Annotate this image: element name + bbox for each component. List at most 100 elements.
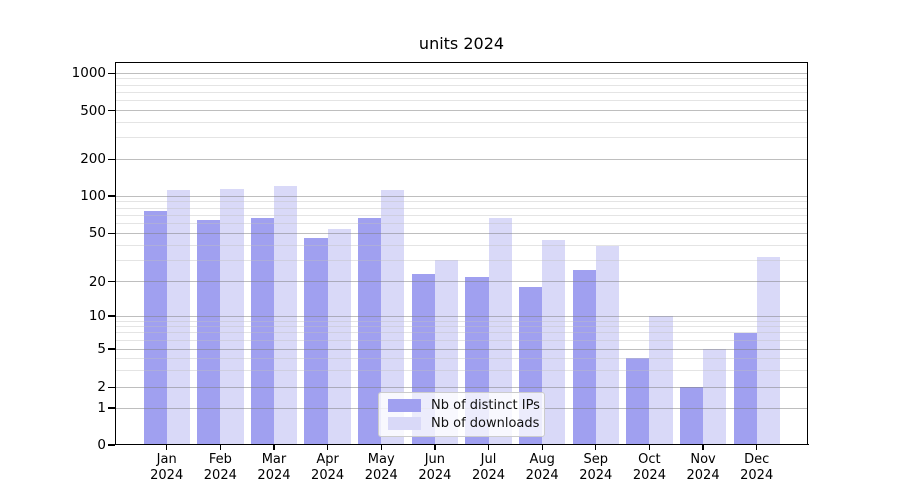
x-tick bbox=[166, 445, 168, 450]
bar-distinct-ips bbox=[733, 332, 757, 445]
x-tick bbox=[756, 445, 758, 450]
bar-distinct-ips bbox=[197, 220, 221, 445]
x-tick-label: Mar 2024 bbox=[257, 452, 291, 483]
y-gridline-minor bbox=[116, 122, 807, 124]
bar-distinct-ips bbox=[304, 237, 328, 445]
y-gridline-minor bbox=[116, 339, 807, 341]
x-tick-label: Oct 2024 bbox=[632, 452, 666, 483]
y-tick-label: 1 bbox=[97, 400, 106, 416]
y-tick bbox=[108, 348, 115, 350]
legend-swatch-downloads bbox=[388, 417, 421, 431]
bar-downloads bbox=[649, 316, 673, 445]
y-tick-label: 2 bbox=[97, 379, 106, 396]
y-tick-label: 0 bbox=[97, 437, 106, 453]
y-gridline-major bbox=[116, 232, 807, 234]
x-tick-label: Jul 2024 bbox=[471, 452, 506, 483]
x-tick-label: May 2024 bbox=[364, 452, 398, 483]
y-gridline-minor bbox=[116, 222, 807, 224]
y-gridline-minor bbox=[116, 100, 807, 102]
y-tick bbox=[108, 195, 115, 197]
x-tick bbox=[648, 445, 651, 450]
bar-distinct-ips bbox=[250, 218, 274, 445]
x-tick-label: Aug 2024 bbox=[525, 452, 559, 483]
y-gridline-minor bbox=[116, 214, 807, 216]
y-tick bbox=[108, 281, 115, 283]
bar-downloads bbox=[381, 189, 405, 445]
y-gridline-minor bbox=[116, 137, 807, 139]
y-gridline-minor bbox=[116, 320, 807, 322]
x-tick bbox=[273, 445, 275, 450]
bar-distinct-ips bbox=[626, 358, 650, 445]
y-gridline-minor bbox=[116, 369, 807, 371]
y-gridline-major bbox=[116, 110, 807, 112]
y-gridline-minor bbox=[116, 244, 807, 246]
y-tick-label: 10 bbox=[88, 308, 106, 324]
y-gridline-major bbox=[116, 348, 807, 350]
bar-distinct-ips bbox=[358, 218, 382, 445]
bar-downloads bbox=[595, 246, 619, 445]
y-tick bbox=[108, 232, 115, 234]
bar-downloads bbox=[703, 349, 727, 445]
legend: Nb of distinct IPs Nb of downloads bbox=[378, 392, 545, 437]
legend-row-downloads: Nb of downloads bbox=[388, 416, 539, 431]
y-gridline-minor bbox=[116, 78, 807, 80]
bar-distinct-ips bbox=[143, 211, 167, 445]
y-tick-label: 200 bbox=[80, 151, 106, 168]
y-gridline-minor bbox=[116, 326, 807, 328]
x-tick bbox=[702, 445, 704, 450]
x-tick-label: Sep 2024 bbox=[579, 452, 613, 483]
x-tick bbox=[219, 445, 221, 450]
legend-label-distinct-ips: Nb of distinct IPs bbox=[431, 397, 540, 413]
y-tick-label: 500 bbox=[80, 102, 106, 119]
bar-downloads bbox=[327, 229, 351, 445]
bar-downloads bbox=[273, 185, 298, 445]
y-gridline-minor bbox=[116, 92, 807, 94]
bar-downloads bbox=[756, 256, 780, 445]
x-tick-label: Apr 2024 bbox=[311, 452, 345, 483]
spine-top bbox=[115, 62, 808, 64]
spine-right bbox=[807, 62, 809, 445]
y-gridline-major bbox=[116, 195, 807, 197]
y-tick bbox=[108, 444, 115, 446]
y-tick-label: 100 bbox=[80, 188, 106, 204]
y-tick bbox=[108, 72, 115, 74]
x-tick bbox=[541, 445, 543, 450]
y-tick bbox=[108, 315, 115, 317]
y-gridline-minor bbox=[116, 84, 807, 86]
y-gridline-minor bbox=[116, 207, 807, 209]
y-tick bbox=[108, 158, 115, 160]
y-gridline-minor bbox=[116, 201, 807, 203]
bar-downloads bbox=[166, 189, 190, 445]
x-tick-label: Jan 2024 bbox=[150, 452, 184, 483]
y-gridline-minor bbox=[116, 259, 807, 261]
bar-distinct-ips bbox=[679, 387, 704, 445]
x-tick bbox=[434, 445, 436, 450]
y-tick bbox=[108, 407, 115, 409]
y-tick-label: 20 bbox=[88, 273, 106, 290]
y-gridline-major bbox=[116, 315, 807, 317]
y-gridline-major bbox=[116, 386, 807, 388]
y-tick bbox=[108, 386, 115, 388]
chart-title: units 2024 bbox=[418, 34, 505, 53]
x-tick bbox=[326, 445, 329, 450]
spine-bottom bbox=[115, 444, 809, 446]
x-tick-label: Nov 2024 bbox=[686, 452, 720, 483]
y-tick-label: 5 bbox=[97, 341, 106, 357]
y-tick-label: 50 bbox=[88, 225, 106, 242]
y-tick bbox=[108, 110, 115, 112]
y-gridline-major bbox=[116, 158, 807, 160]
y-gridline-minor bbox=[116, 357, 807, 359]
legend-swatch-distinct-ips bbox=[388, 398, 421, 412]
x-tick bbox=[380, 445, 382, 450]
legend-row-distinct-ips: Nb of distinct IPs bbox=[388, 398, 540, 413]
y-tick-label: 1000 bbox=[71, 65, 106, 82]
bar-downloads bbox=[488, 217, 512, 445]
bar-distinct-ips bbox=[572, 269, 596, 445]
x-tick bbox=[487, 445, 490, 450]
x-tick-label: Dec 2024 bbox=[740, 452, 774, 483]
y-gridline-major bbox=[116, 281, 807, 283]
y-gridline-minor bbox=[116, 332, 807, 334]
x-tick bbox=[595, 445, 597, 450]
x-tick-label: Jun 2024 bbox=[418, 452, 452, 483]
